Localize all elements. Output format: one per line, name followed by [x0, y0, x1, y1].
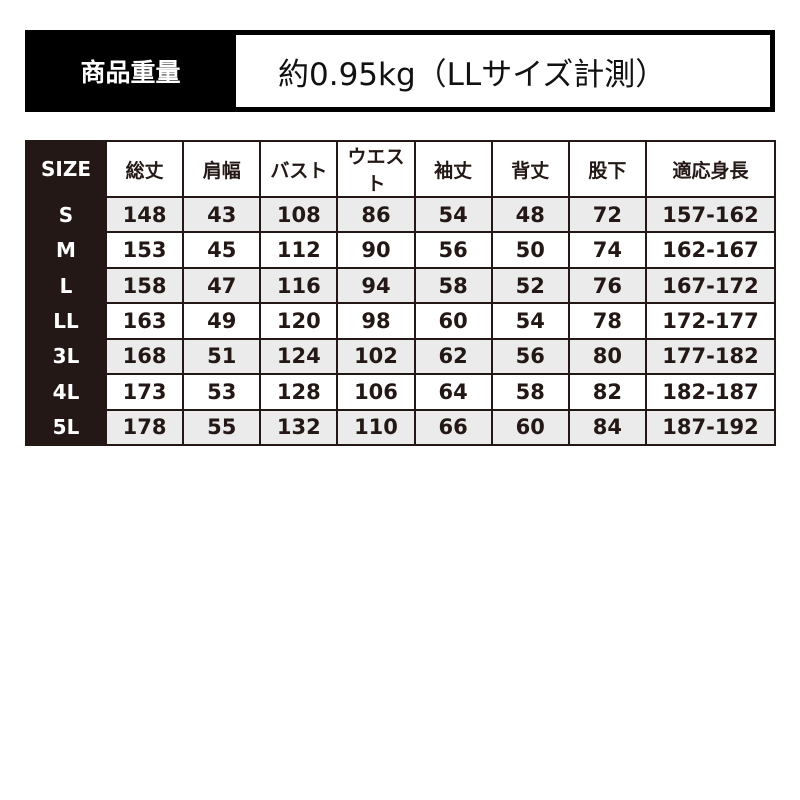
- header-row: SIZE 総丈 肩幅 バスト ウエスト 袖丈 背丈 股下 適応身長: [25, 140, 776, 198]
- table-cell: 157-162: [645, 195, 776, 234]
- size-label: LL: [25, 302, 107, 340]
- column-header: バスト: [259, 140, 339, 198]
- table-cell: 120: [259, 302, 339, 340]
- table-cell: 112: [259, 231, 339, 269]
- column-header: 肩幅: [182, 140, 262, 198]
- table-cell: 132: [259, 408, 339, 447]
- table-cell: 47: [182, 266, 262, 305]
- size-label: L: [25, 266, 107, 305]
- table-cell: 106: [336, 373, 416, 411]
- table-cell: 90: [336, 231, 416, 269]
- table-cell: 98: [336, 302, 416, 340]
- size-label: 4L: [25, 373, 107, 411]
- table-cell: 76: [567, 266, 648, 305]
- table-cell: 56: [490, 337, 570, 376]
- column-header: SIZE: [25, 140, 107, 198]
- column-header: 適応身長: [645, 140, 776, 198]
- size-label: S: [25, 195, 107, 234]
- table-row: 3L 168 51 124 102 62 56 80 177-182: [25, 337, 776, 376]
- weight-value: 約0.95kg（LLサイズ計測）: [236, 35, 770, 107]
- table-cell: 66: [413, 408, 493, 447]
- weight-label: 商品重量: [80, 58, 181, 87]
- size-label: M: [25, 231, 107, 269]
- table-cell: 54: [413, 195, 493, 234]
- table-cell: 50: [490, 231, 570, 269]
- table-row: 5L 178 55 132 110 66 60 84 187-192: [25, 408, 776, 447]
- size-label: 3L: [25, 337, 107, 376]
- table-cell: 177-182: [645, 337, 776, 376]
- table-cell: 72: [567, 195, 648, 234]
- table-cell: 124: [259, 337, 339, 376]
- table-cell: 52: [490, 266, 570, 305]
- table-cell: 102: [336, 337, 416, 376]
- table-cell: 58: [490, 373, 570, 411]
- table-cell: 94: [336, 266, 416, 305]
- column-header: 総丈: [104, 140, 185, 198]
- table-cell: 53: [182, 373, 262, 411]
- table-cell: 60: [490, 408, 570, 447]
- table-cell: 108: [259, 195, 339, 234]
- table-cell: 62: [413, 337, 493, 376]
- table-cell: 54: [490, 302, 570, 340]
- table-cell: 49: [182, 302, 262, 340]
- table-cell: 86: [336, 195, 416, 234]
- table-cell: 58: [413, 266, 493, 305]
- table-cell: 80: [567, 337, 648, 376]
- table-cell: 158: [104, 266, 185, 305]
- table-row: 4L 173 53 128 106 64 58 82 182-187: [25, 373, 776, 411]
- table-cell: 82: [567, 373, 648, 411]
- table-row: L 158 47 116 94 58 52 76 167-172: [25, 266, 776, 305]
- table-cell: 168: [104, 337, 185, 376]
- table-cell: 45: [182, 231, 262, 269]
- table-cell: 116: [259, 266, 339, 305]
- table-cell: 173: [104, 373, 185, 411]
- table-cell: 153: [104, 231, 185, 269]
- table-cell: 110: [336, 408, 416, 447]
- table-cell: 64: [413, 373, 493, 411]
- table-cell: 128: [259, 373, 339, 411]
- table-cell: 74: [567, 231, 648, 269]
- table-cell: 55: [182, 408, 262, 447]
- table-cell: 48: [490, 195, 570, 234]
- table-cell: 187-192: [645, 408, 776, 447]
- table-cell: 56: [413, 231, 493, 269]
- weight-banner: 商品重量 約0.95kg（LLサイズ計測）: [25, 30, 775, 112]
- table-cell: 148: [104, 195, 185, 234]
- table-cell: 43: [182, 195, 262, 234]
- column-header: 股下: [567, 140, 648, 198]
- table-cell: 163: [104, 302, 185, 340]
- table-cell: 182-187: [645, 373, 776, 411]
- table-row: M 153 45 112 90 56 50 74 162-167: [25, 231, 776, 269]
- table-cell: 84: [567, 408, 648, 447]
- table-row: S 148 43 108 86 54 48 72 157-162: [25, 195, 776, 234]
- table-cell: 60: [413, 302, 493, 340]
- size-label: 5L: [25, 408, 107, 447]
- table-cell: 162-167: [645, 231, 776, 269]
- table-cell: 172-177: [645, 302, 776, 340]
- column-header: 背丈: [490, 140, 570, 198]
- table-cell: 51: [182, 337, 262, 376]
- column-header: 袖丈: [413, 140, 493, 198]
- table-cell: 178: [104, 408, 185, 447]
- table-row: LL 163 49 120 98 60 54 78 172-177: [25, 302, 776, 340]
- column-header: ウエスト: [336, 140, 416, 198]
- size-chart-table: SIZE 総丈 肩幅 バスト ウエスト 袖丈 背丈 股下 適応身長 S 148 43 108 86 54 4…: [25, 140, 776, 447]
- table-cell: 78: [567, 302, 648, 340]
- table-cell: 167-172: [645, 266, 776, 305]
